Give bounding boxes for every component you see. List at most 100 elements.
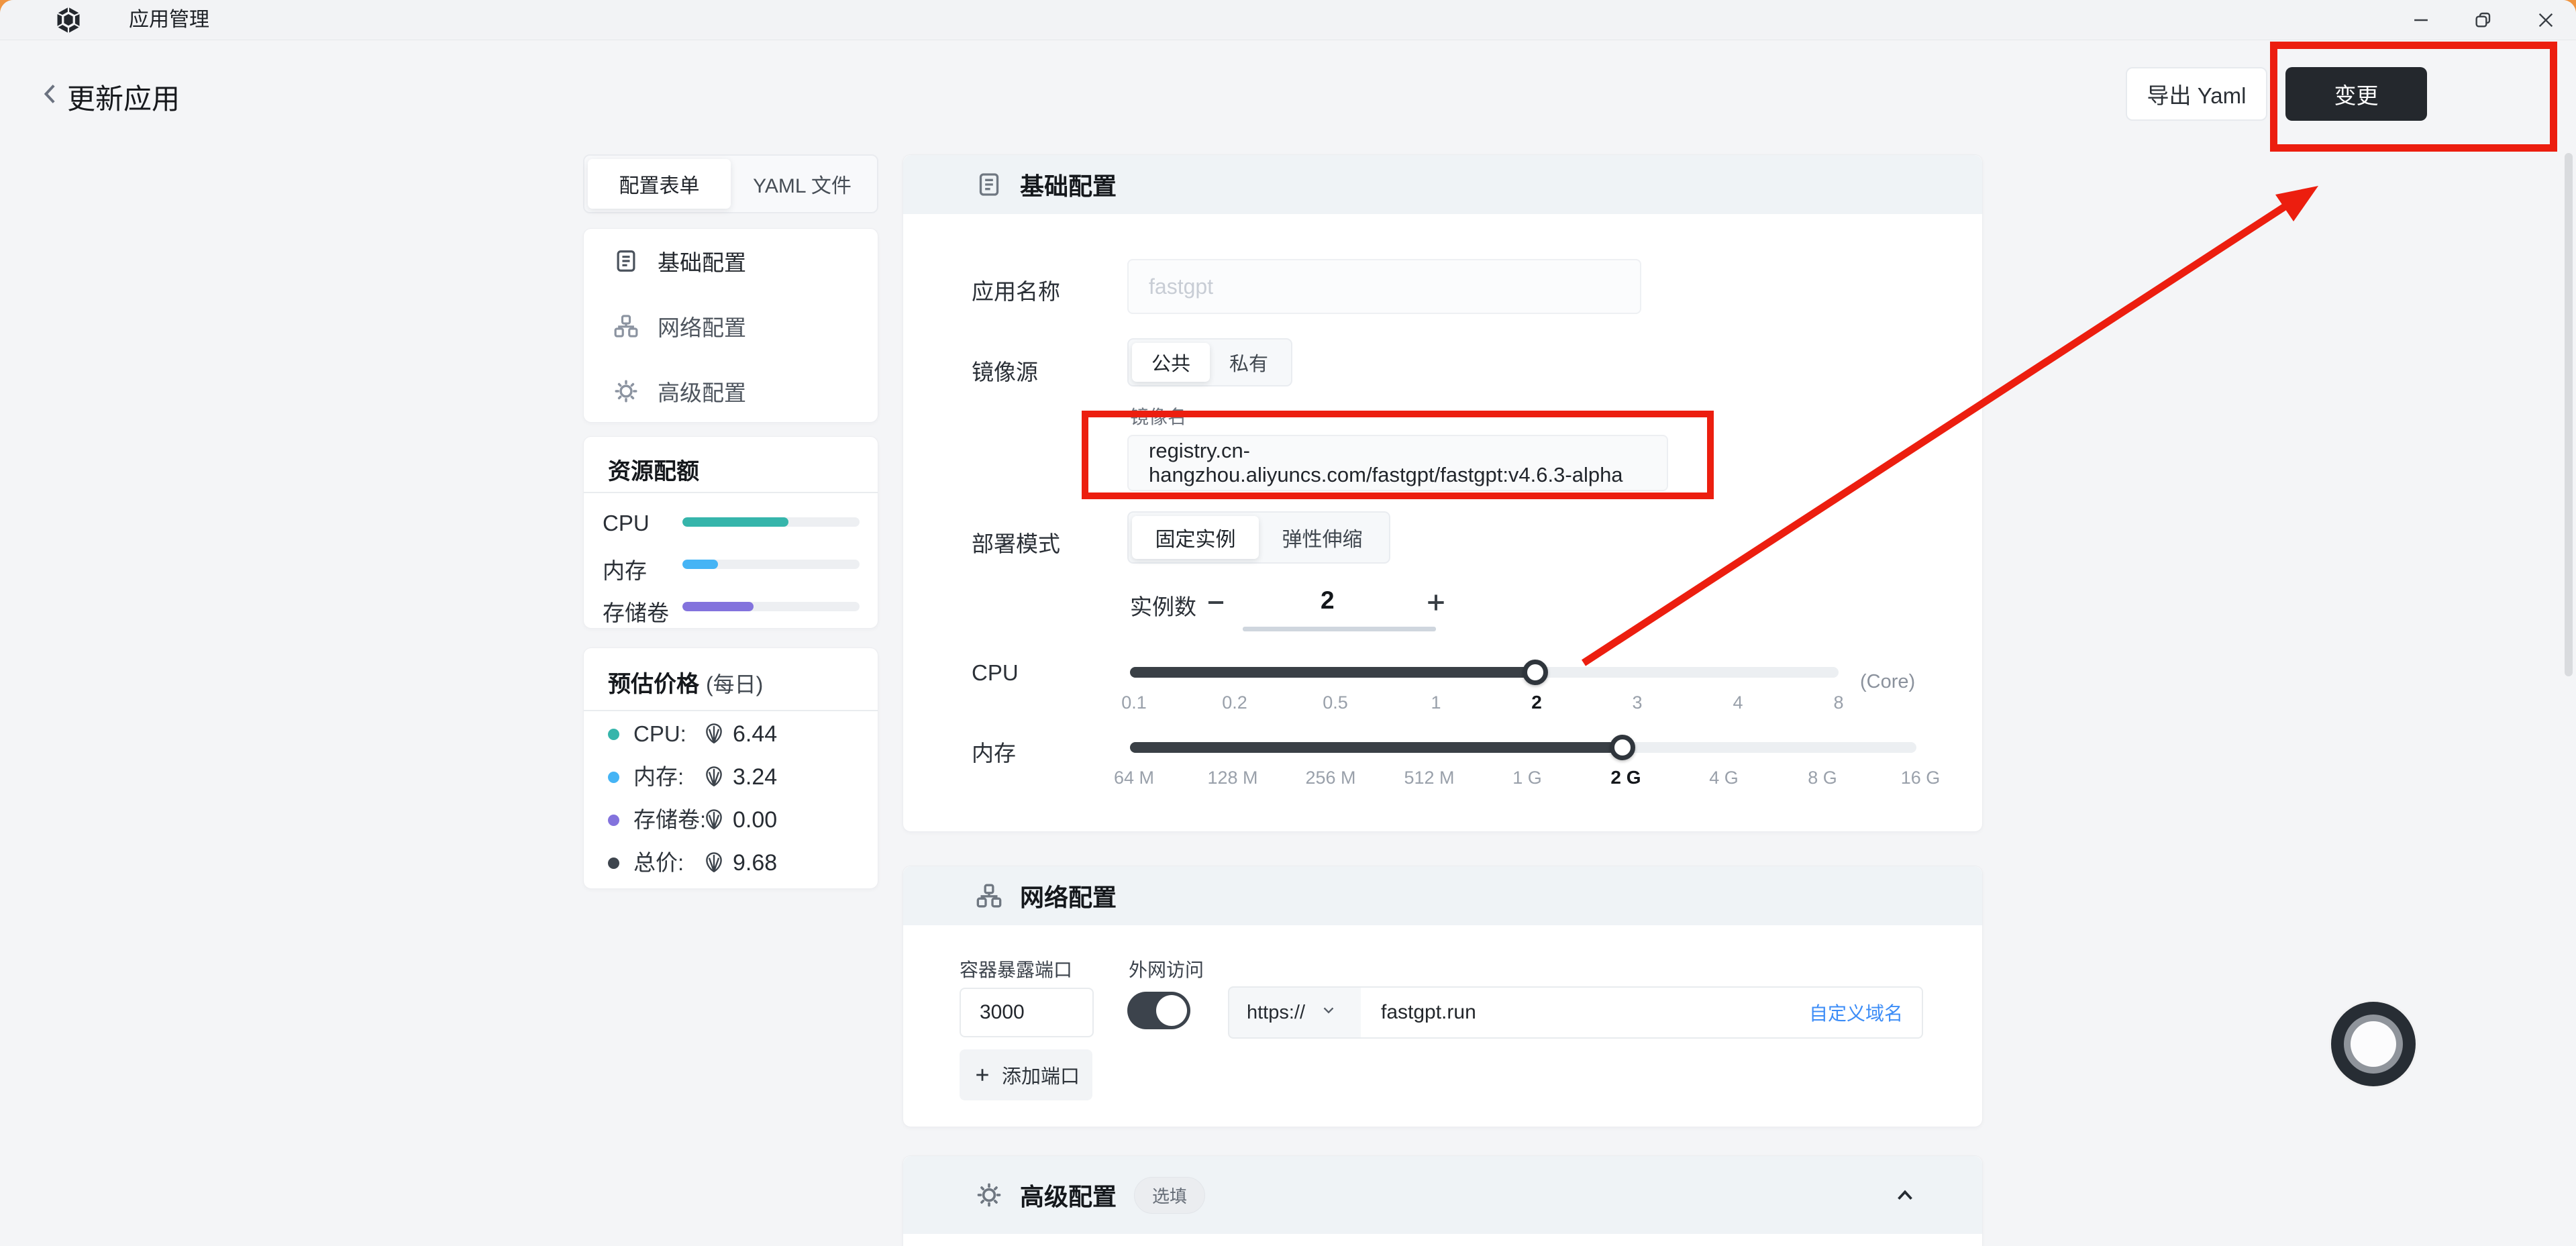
chevron-down-icon [1320, 1001, 1337, 1024]
memory-tick: 64 M [1113, 768, 1155, 788]
memory-label: 内存 [972, 741, 1016, 766]
nav-item-advanced-config[interactable]: 高级配置 [584, 359, 879, 423]
cpu-dot [608, 729, 619, 740]
optional-badge: 选填 [1134, 1176, 1206, 1214]
container-port-value: 3000 [980, 1001, 1025, 1023]
domain-value: fastgpt.run [1381, 1001, 1476, 1023]
quota-fill [682, 560, 718, 569]
cpu-slider-track[interactable] [1130, 660, 1839, 685]
section-title: 基础配置 [1020, 172, 1117, 200]
memory-tick: 4 G [1709, 768, 1739, 788]
app-name-label: 应用名称 [972, 279, 1060, 304]
export-yaml-button[interactable]: 导出 Yaml [2126, 67, 2267, 121]
section-title: 网络配置 [1020, 884, 1117, 911]
replicas-label: 实例数 [1130, 594, 1196, 619]
shell-currency-icon [703, 851, 725, 874]
titlebar: 应用管理 [0, 0, 2576, 40]
cpu-tick: 0.5 [1323, 692, 1348, 713]
price-subtitle: (每日) [706, 672, 764, 696]
domain-field[interactable]: fastgpt.run 自定义域名 [1361, 986, 1923, 1039]
cpu-slider-fill [1130, 667, 1535, 678]
tab-config-form[interactable]: 配置表单 [588, 159, 731, 209]
nav-item-network-config[interactable]: 网络配置 [584, 294, 879, 358]
deploy-mode-elastic[interactable]: 弹性伸缩 [1282, 529, 1363, 551]
custom-domain-link[interactable]: 自定义域名 [1808, 1003, 1903, 1024]
page-title: 更新应用 [67, 83, 181, 115]
back-button[interactable] [32, 75, 70, 113]
window-title: 应用管理 [129, 9, 209, 31]
memory-tick: 256 M [1305, 768, 1356, 788]
image-source-public[interactable]: 公共 [1132, 343, 1210, 382]
close-button[interactable] [2522, 0, 2570, 40]
price-value: 9.68 [733, 850, 778, 876]
external-access-label: 外网访问 [1129, 959, 1204, 980]
scrollbar-thumb[interactable] [2565, 153, 2573, 676]
price-card: 预估价格 (每日) CPU: 6.44 内存: 3.24 存储卷: 0.00 总价… [583, 647, 878, 889]
gear-icon [613, 378, 639, 404]
cursor-click-indicator [2331, 1002, 2416, 1086]
cpu-tick: 1 [1431, 692, 1441, 713]
memory-tick: 8 G [1808, 768, 1837, 788]
add-port-button[interactable]: 添加端口 [960, 1049, 1092, 1100]
add-port-label: 添加端口 [1001, 1066, 1080, 1088]
quota-title: 资源配额 [608, 459, 699, 484]
app-launchpad-icon [54, 5, 83, 35]
deploy-mode-label: 部署模式 [972, 531, 1060, 556]
replicas-underline [1243, 627, 1436, 631]
cpu-tick: 0.1 [1121, 692, 1147, 713]
price-title: 预估价格 (每日) [608, 672, 764, 697]
toggle-knob [1156, 995, 1187, 1026]
cpu-tick: 3 [1632, 692, 1643, 713]
nav-label: 高级配置 [658, 380, 746, 405]
network-icon [613, 313, 639, 339]
memory-dot [608, 772, 619, 783]
cpu-slider-handle[interactable] [1523, 660, 1548, 685]
memory-tick: 1 G [1512, 768, 1542, 788]
total-dot [608, 858, 619, 869]
apply-change-button[interactable]: 变更 [2285, 67, 2427, 121]
memory-slider-track[interactable] [1130, 735, 1916, 760]
quota-fill [682, 602, 754, 611]
memory-slider-handle[interactable] [1610, 735, 1635, 760]
image-name-input[interactable]: registry.cn-hangzhou.aliyuncs.com/fastgp… [1127, 435, 1668, 491]
protocol-value: https:// [1247, 1001, 1306, 1023]
divider [584, 710, 878, 711]
network-icon [976, 882, 1002, 909]
image-source-private[interactable]: 私有 [1229, 354, 1268, 375]
nav-item-basic-config[interactable]: 基础配置 [584, 229, 879, 293]
advanced-config-header[interactable]: 高级配置 选填 [903, 1156, 1982, 1234]
minimize-button[interactable] [2397, 0, 2445, 40]
tab-yaml-file[interactable]: YAML 文件 [753, 175, 852, 197]
resource-quota-card: 资源配额 CPU 内存 存储卷 [583, 436, 878, 629]
container-port-input[interactable]: 3000 [960, 988, 1094, 1037]
advanced-config-card[interactable]: 高级配置 选填 [903, 1155, 1983, 1246]
image-source-segmented: 公共 私有 [1127, 338, 1292, 386]
form-icon [613, 248, 639, 274]
external-access-toggle[interactable] [1127, 992, 1190, 1029]
network-config-header: 网络配置 [903, 866, 1982, 925]
cpu-tick: 4 [1733, 692, 1743, 713]
cpu-tick-selected: 2 [1531, 692, 1542, 713]
app-name-input[interactable]: fastgpt [1127, 259, 1641, 314]
cpu-tick: 0.2 [1222, 692, 1247, 713]
config-mode-tabs: 配置表单 YAML 文件 [583, 154, 878, 213]
price-row-cpu: CPU: 6.44 [584, 721, 879, 747]
quota-bar-cpu [682, 517, 860, 527]
price-row-memory: 内存: 3.24 [584, 764, 879, 790]
section-title: 高级配置 [1020, 1183, 1117, 1210]
price-value: 0.00 [733, 807, 778, 833]
annotation-box-apply [2270, 42, 2557, 152]
protocol-select[interactable]: https:// [1228, 986, 1362, 1039]
form-icon [976, 171, 1002, 198]
divider [584, 492, 878, 493]
section-nav: 基础配置 网络配置 高级配置 [583, 228, 878, 423]
restore-button[interactable] [2459, 0, 2507, 40]
replicas-increase-button[interactable] [1420, 586, 1452, 619]
chevron-up-icon[interactable] [1892, 1183, 1918, 1212]
deploy-mode-fixed[interactable]: 固定实例 [1132, 516, 1259, 559]
cpu-unit-label: (Core) [1860, 671, 1916, 692]
storage-dot [608, 815, 619, 826]
shell-currency-icon [703, 809, 725, 831]
replicas-decrease-button[interactable] [1200, 586, 1232, 619]
